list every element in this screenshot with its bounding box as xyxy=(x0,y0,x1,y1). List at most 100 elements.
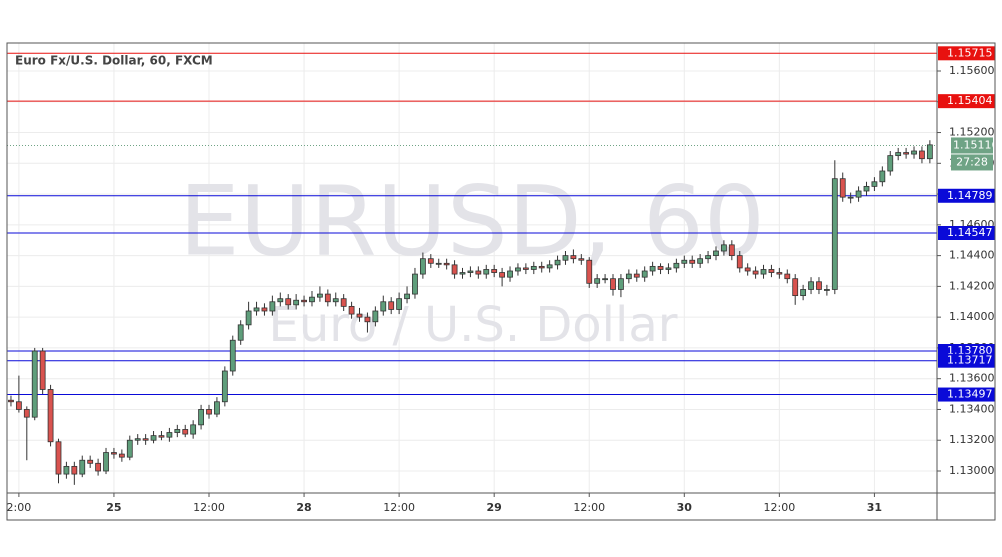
candle-body xyxy=(792,278,799,297)
candle-body xyxy=(839,178,846,198)
candle-body xyxy=(641,270,648,278)
candle-body xyxy=(530,265,537,270)
candle-body xyxy=(356,313,363,318)
level-label-box xyxy=(938,387,995,402)
candle-body xyxy=(649,265,656,272)
candle-body xyxy=(237,324,244,341)
candle-body xyxy=(831,178,838,290)
candle-body xyxy=(332,298,339,303)
candle-body xyxy=(610,278,616,290)
candle-body xyxy=(863,185,870,192)
candle-body xyxy=(808,281,814,290)
level-label: 1.15404 xyxy=(947,94,993,107)
y-tick-label: 1.13000 xyxy=(949,464,995,477)
candle-body xyxy=(713,250,719,257)
countdown-box xyxy=(951,154,993,171)
y-tick-label: 1.13200 xyxy=(949,433,995,446)
candle-body xyxy=(903,152,910,155)
candle-body xyxy=(324,293,331,303)
candle-body xyxy=(301,299,307,303)
candle-body xyxy=(293,299,300,306)
candle-body xyxy=(776,272,783,275)
candle-body xyxy=(705,255,711,260)
x-tick-label: 25 xyxy=(106,501,121,514)
candle-body xyxy=(602,278,608,281)
candle-body xyxy=(190,424,197,435)
x-tick-label: 12:00 xyxy=(573,501,605,514)
candle-body xyxy=(594,278,601,284)
candle-body xyxy=(412,273,418,295)
candle-body xyxy=(95,462,101,472)
candle-body xyxy=(515,267,521,272)
candle-body xyxy=(625,273,632,280)
candle-body xyxy=(221,370,228,403)
candle-body xyxy=(309,296,315,303)
candle-body xyxy=(816,281,822,290)
level-label: 1.13497 xyxy=(947,388,993,401)
candle-body xyxy=(182,429,189,435)
x-tick-label: 12:00 xyxy=(383,501,415,514)
level-label: 1.15715 xyxy=(947,46,993,59)
candle-body xyxy=(847,196,854,199)
candle-body xyxy=(721,244,727,252)
last-price-box xyxy=(951,137,993,154)
candle-body xyxy=(63,465,70,475)
candle-body xyxy=(538,265,545,269)
y-tick-label: 1.13600 xyxy=(949,372,995,385)
frame xyxy=(6,42,996,521)
candle-body xyxy=(657,265,664,270)
candle-body xyxy=(451,264,458,275)
level-label-box xyxy=(938,46,995,61)
candle-body xyxy=(467,270,474,273)
candle-body xyxy=(142,438,149,441)
level-label-box xyxy=(938,188,995,203)
candle-body xyxy=(118,453,125,458)
candle-body xyxy=(784,273,791,280)
candle-body xyxy=(269,301,276,312)
candle-body xyxy=(443,262,450,266)
candle-body xyxy=(522,267,529,270)
x-tick-label: 28 xyxy=(296,501,311,514)
candle-body xyxy=(198,409,204,426)
candle-body xyxy=(578,258,585,261)
candle-body xyxy=(728,244,735,257)
level-label: 1.14547 xyxy=(947,226,993,239)
candle-body xyxy=(388,301,395,310)
candle-body xyxy=(768,269,775,273)
candle-body xyxy=(546,264,553,269)
x-tick-label: 31 xyxy=(867,501,882,514)
candle-body xyxy=(673,262,680,269)
candle-body xyxy=(800,289,807,297)
candle-body xyxy=(134,438,141,441)
candle-body xyxy=(126,439,133,458)
candle-body xyxy=(823,289,830,291)
candle-body xyxy=(879,170,886,183)
candle-body xyxy=(586,259,593,284)
x-tick-label: 12:00 xyxy=(193,501,225,514)
candle-body xyxy=(174,429,181,433)
countdown-label: 27:28 xyxy=(956,155,988,168)
candle-body xyxy=(245,310,252,326)
candle-body xyxy=(23,409,30,418)
x-tick-label: 30 xyxy=(677,501,693,514)
candle-body xyxy=(887,155,894,172)
level-label-box xyxy=(938,226,995,240)
candle-body xyxy=(926,144,933,160)
candle-body xyxy=(697,258,704,264)
candle-body xyxy=(261,307,268,312)
candle-body xyxy=(618,278,624,290)
candle-body xyxy=(87,459,94,464)
candle-body xyxy=(760,269,767,275)
y-tick-label: 1.15600 xyxy=(949,64,995,77)
candles xyxy=(8,140,933,485)
candle-body xyxy=(554,259,561,266)
levels xyxy=(7,52,937,396)
y-tick-label: 1.14200 xyxy=(949,279,995,292)
y-tick-label: 1.13400 xyxy=(949,402,995,415)
candle-body xyxy=(71,465,78,475)
candle-body xyxy=(380,301,387,312)
candle-body xyxy=(427,258,434,264)
candle-body xyxy=(8,399,14,403)
candle-body xyxy=(665,267,672,270)
